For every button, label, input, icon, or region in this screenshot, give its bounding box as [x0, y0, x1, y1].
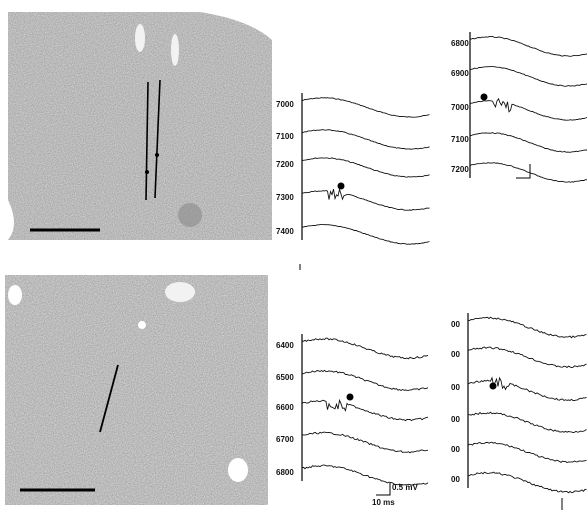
- marker-dot: [347, 394, 354, 401]
- trace: [470, 67, 587, 87]
- histology-bottom: [5, 275, 268, 505]
- trace: [302, 130, 430, 150]
- depth-label: 6500: [276, 373, 294, 382]
- trace: [302, 225, 430, 245]
- trace: [468, 472, 587, 493]
- trace: [470, 37, 587, 57]
- depth-label: 00: [451, 383, 460, 392]
- figure: 0.5 mV 10 ms 7000 7100 7200 7300 7400 6800 690…: [0, 0, 587, 511]
- depth-label: 7200: [276, 160, 294, 169]
- depth-label: 6800: [451, 39, 469, 48]
- depth-label: 7300: [276, 193, 294, 202]
- depth-label: 7000: [451, 103, 469, 112]
- trace: [302, 338, 428, 359]
- depth-label: 00: [451, 320, 460, 329]
- depth-label: 00: [451, 415, 460, 424]
- trace: [302, 189, 430, 210]
- histology-top: [8, 12, 272, 240]
- marker-dot: [481, 94, 488, 101]
- depth-label: 6600: [276, 403, 294, 412]
- trace: [302, 432, 428, 453]
- depth-label: 6400: [276, 341, 294, 350]
- trace: [302, 158, 430, 177]
- trace: [468, 442, 587, 462]
- depth-label: 7400: [276, 227, 294, 236]
- depth-label: 6900: [451, 69, 469, 78]
- depth-label: 7200: [451, 165, 469, 174]
- depth-label: 6700: [276, 435, 294, 444]
- depth-label: 7000: [276, 100, 294, 109]
- trace: [470, 133, 587, 153]
- marker-dot: [490, 383, 497, 390]
- trace: [302, 370, 428, 390]
- trace: [302, 98, 430, 118]
- depth-label: 6800: [276, 468, 294, 477]
- trace: [468, 378, 587, 401]
- trace: [302, 400, 428, 421]
- depth-label: 00: [451, 445, 460, 454]
- depth-label: 00: [451, 350, 460, 359]
- marker-dot: [338, 183, 345, 190]
- depth-label: 00: [451, 475, 460, 484]
- trace: [470, 163, 587, 183]
- trace: [468, 412, 587, 432]
- depth-label: 7100: [276, 132, 294, 141]
- scale-bar: 0.5 mV 10 ms: [300, 164, 562, 510]
- scale-time: 10 ms: [372, 498, 395, 507]
- trace: [470, 99, 587, 120]
- depth-label: 7100: [451, 135, 469, 144]
- trace: [468, 317, 587, 338]
- trace: [468, 347, 587, 367]
